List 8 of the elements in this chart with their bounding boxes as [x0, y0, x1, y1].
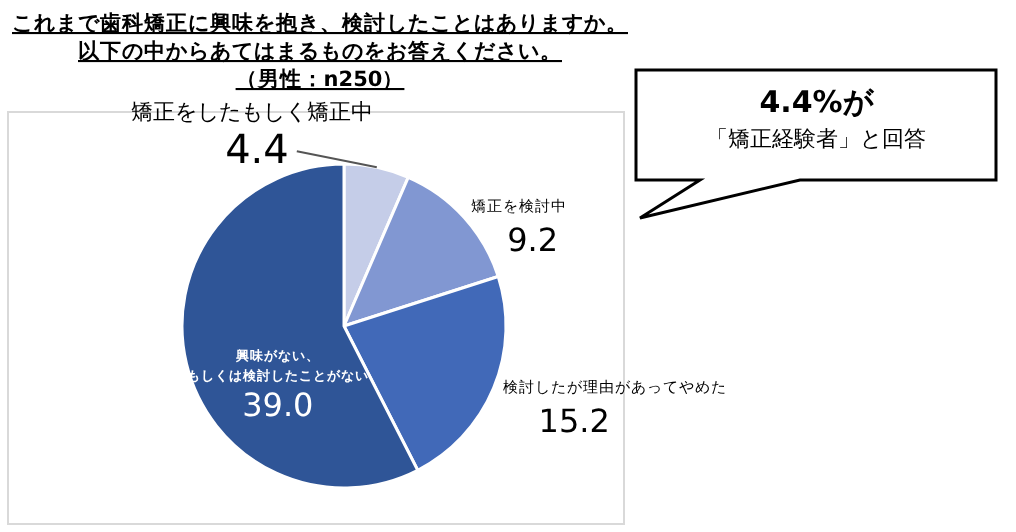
slice-label: 矯正をしたもしく矯正中: [130, 99, 373, 126]
data-label: 4.4: [225, 125, 289, 174]
data-label: 15.2: [538, 401, 610, 440]
data-label: 39.0: [242, 385, 314, 424]
chart-subtitle: （男性：n250）: [235, 66, 405, 92]
text: 4.4%が「矯正経験者」と回答: [706, 84, 926, 152]
data-label: 9.2: [507, 220, 559, 259]
chart-title: これまで歯科矯正に興味を抱き、検討したことはありますか。以下の中からあてはまるものをお答えください。: [12, 10, 628, 64]
